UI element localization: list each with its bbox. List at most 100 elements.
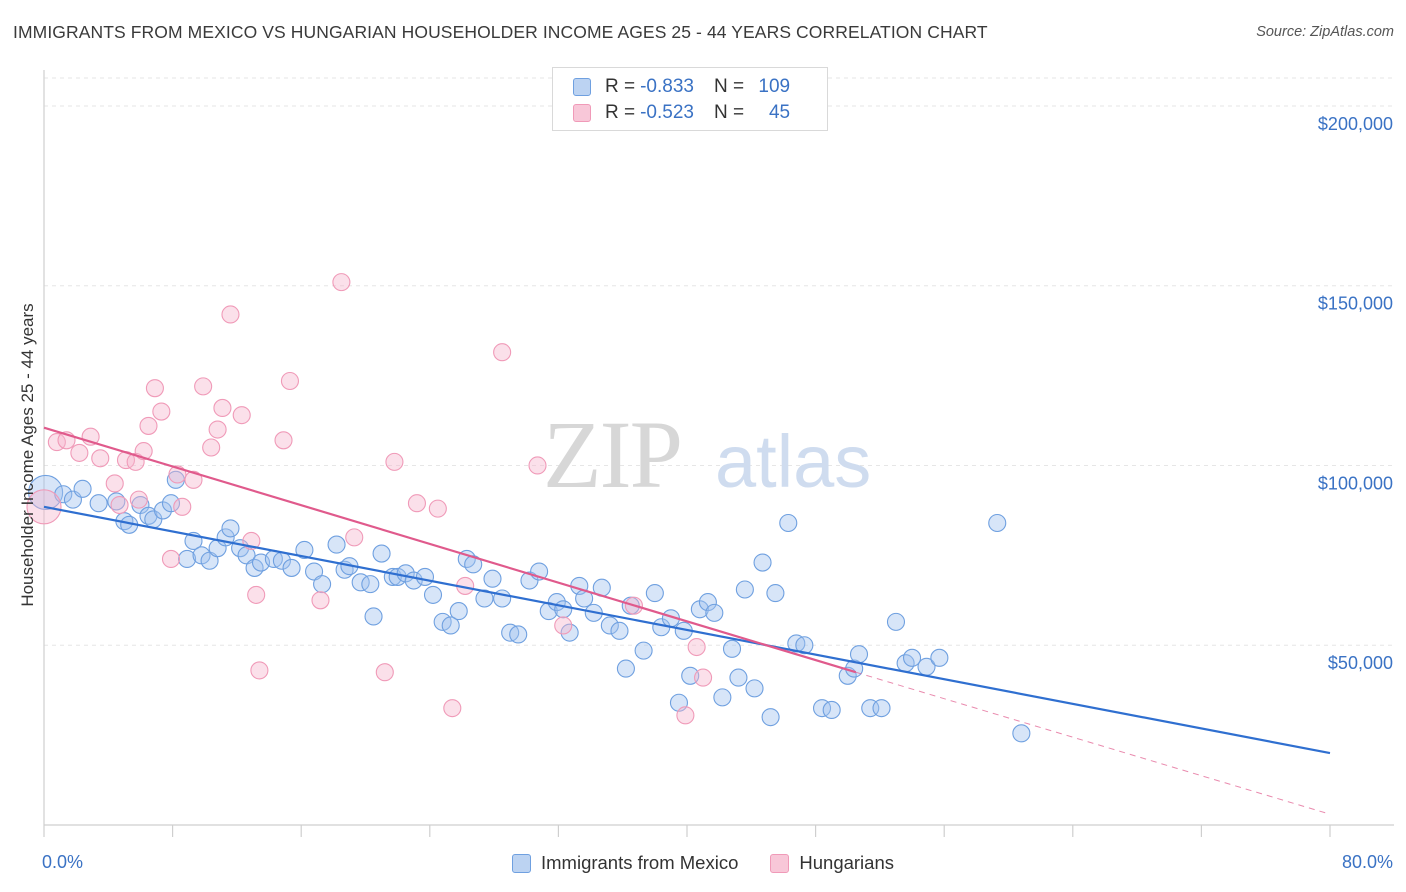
legend-swatch-mexico bbox=[573, 78, 591, 96]
point-mexico bbox=[600, 616, 619, 635]
point-hungarians bbox=[129, 490, 148, 509]
point-hungarians bbox=[428, 499, 447, 518]
point-hungarians bbox=[139, 416, 158, 435]
point-hungarians bbox=[70, 443, 89, 462]
point-hungarians bbox=[375, 663, 394, 682]
series-legend: Immigrants from Mexico Hungarians bbox=[0, 852, 1406, 874]
point-hungarians bbox=[110, 495, 129, 515]
point-mexico bbox=[282, 558, 301, 577]
legend-n-label: N = bbox=[713, 76, 745, 97]
legend-n-label: N = bbox=[713, 102, 745, 123]
legend-n-value: 109 bbox=[758, 76, 791, 97]
point-hungarians bbox=[528, 456, 547, 475]
watermark-atlas: atlas bbox=[715, 420, 871, 503]
point-hungarians bbox=[687, 637, 706, 657]
point-hungarians bbox=[161, 549, 181, 569]
point-mexico bbox=[988, 513, 1007, 533]
y-tick-label: $50,000 bbox=[1328, 653, 1393, 673]
correlation-legend: R = -0.833 N = 109 R = -0.523 N = 45 bbox=[552, 67, 828, 131]
point-mexico bbox=[886, 612, 906, 631]
point-mexico bbox=[313, 575, 332, 594]
axes bbox=[43, 70, 1394, 837]
point-hungarians bbox=[250, 661, 269, 680]
point-hungarians bbox=[311, 591, 330, 610]
point-mexico bbox=[902, 648, 922, 667]
legend-r-value: -0.523 bbox=[640, 102, 694, 123]
point-mexico bbox=[483, 569, 502, 588]
point-hungarians bbox=[221, 305, 240, 324]
series-legend-item-mexico[interactable]: Immigrants from Mexico bbox=[512, 852, 738, 874]
point-hungarians bbox=[232, 406, 251, 425]
point-mexico bbox=[761, 708, 780, 727]
point-mexico bbox=[872, 699, 891, 718]
x-tick-label-min: 0.0% bbox=[42, 852, 84, 872]
point-mexico bbox=[930, 648, 949, 667]
series-legend-label: Immigrants from Mexico bbox=[541, 852, 739, 873]
point-hungarians bbox=[554, 616, 573, 635]
point-hungarians bbox=[247, 585, 266, 604]
trend-line-mexico bbox=[43, 505, 1331, 755]
point-hungarians bbox=[676, 706, 695, 725]
y-tick-label: $150,000 bbox=[1318, 294, 1393, 314]
point-mexico bbox=[423, 585, 443, 604]
point-mexico bbox=[107, 492, 126, 511]
legend-row-hungarians: R = -0.523 N = 45 bbox=[573, 100, 790, 126]
point-hungarians bbox=[385, 452, 404, 471]
trend-line-hungarians-extension bbox=[855, 671, 1331, 815]
point-hungarians bbox=[202, 438, 221, 457]
point-hungarians bbox=[332, 273, 351, 292]
point-hungarians bbox=[91, 449, 110, 468]
point-mexico bbox=[645, 584, 664, 603]
point-hungarians bbox=[194, 377, 213, 396]
x-tick-label-max: 80.0% bbox=[1341, 852, 1393, 872]
point-mexico bbox=[753, 553, 772, 572]
point-hungarians bbox=[443, 699, 462, 718]
point-mexico bbox=[722, 639, 742, 658]
point-mexico bbox=[729, 668, 748, 687]
point-hungarians bbox=[407, 494, 426, 513]
point-hungarians bbox=[694, 668, 713, 687]
series-swatch-hungarians bbox=[770, 853, 790, 873]
point-mexico bbox=[795, 636, 814, 655]
y-tick-label: $200,000 bbox=[1318, 114, 1393, 134]
y-tick-labels: $50,000 $100,000 $150,000 $200,000 bbox=[1318, 114, 1393, 673]
point-mexico bbox=[509, 625, 528, 644]
point-hungarians bbox=[152, 402, 171, 421]
legend-n-value: 45 bbox=[768, 102, 791, 123]
point-mexico bbox=[735, 580, 754, 599]
chart-title: IMMIGRANTS FROM MEXICO VS HUNGARIAN HOUS… bbox=[13, 22, 988, 42]
point-mexico bbox=[560, 623, 579, 642]
point-mexico bbox=[634, 641, 653, 660]
point-mexico bbox=[89, 494, 108, 513]
point-mexico bbox=[1012, 724, 1031, 743]
trend-line-hungarians bbox=[43, 426, 857, 674]
point-mexico bbox=[554, 600, 573, 619]
point-hungarians bbox=[173, 497, 192, 516]
point-mexico bbox=[295, 540, 314, 560]
series-legend-item-hungarians[interactable]: Hungarians bbox=[770, 852, 894, 874]
point-mexico bbox=[178, 549, 197, 569]
point-mexico bbox=[73, 479, 92, 498]
legend-swatch-hungarians bbox=[573, 104, 591, 122]
watermark: ZIP atlas bbox=[543, 401, 871, 508]
point-hungarians bbox=[208, 420, 227, 439]
point-mexico bbox=[28, 474, 64, 510]
point-mexico bbox=[221, 519, 240, 538]
point-mexico bbox=[449, 602, 468, 621]
series-legend-label: Hungarians bbox=[799, 852, 894, 873]
point-mexico bbox=[766, 584, 785, 603]
point-hungarians bbox=[184, 470, 203, 489]
point-hungarians bbox=[213, 398, 232, 418]
legend-row-mexico: R = -0.833 N = 109 bbox=[573, 74, 790, 100]
point-mexico bbox=[849, 645, 869, 664]
point-mexico bbox=[327, 535, 346, 554]
point-mexico bbox=[475, 589, 494, 608]
point-mexico bbox=[161, 494, 181, 513]
point-mexico bbox=[610, 621, 629, 640]
point-mexico bbox=[372, 544, 391, 563]
series-swatch-mexico bbox=[512, 853, 531, 873]
source-label: Source: ZipAtlas.com bbox=[1256, 24, 1394, 40]
y-axis-label: Householder Income Ages 25 - 44 years bbox=[18, 303, 37, 607]
point-hungarians bbox=[145, 379, 164, 398]
